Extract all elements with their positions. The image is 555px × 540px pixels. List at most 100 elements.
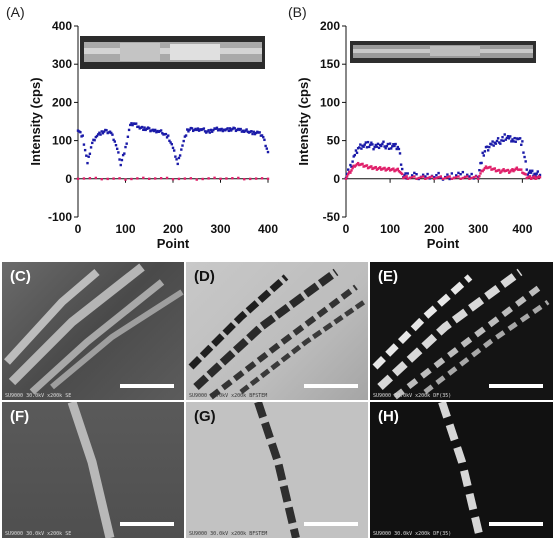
chart-b-y-tick-label: 50 <box>327 134 341 148</box>
chart-b-series-1-point <box>351 166 354 170</box>
chart-b-series-0-point <box>448 177 451 181</box>
chart-a-series-0-point <box>178 154 182 157</box>
chart-b-series-0-point <box>500 139 503 142</box>
scale-bar-g <box>304 522 358 526</box>
chart-a-x-axis-title: Point <box>157 236 190 251</box>
chart-b-series-1-point <box>419 176 423 179</box>
chart-a-series-0-point <box>91 141 94 145</box>
chart-b-series-0-point <box>507 137 511 140</box>
chart-b-series-0-point <box>415 173 418 176</box>
chart-a-series-1-point <box>165 176 169 180</box>
micrograph-c-fibers <box>4 263 184 395</box>
chart-b-series-0-point <box>432 176 436 179</box>
chart-b-series-0-point <box>485 145 489 148</box>
chart-a-series-0-point <box>209 128 213 132</box>
chart-b-series-0-point <box>404 172 407 175</box>
chart-a-series-0-point <box>161 132 164 135</box>
chart-a-y-tick-label: 0 <box>65 172 72 186</box>
chart-a-series-0-point <box>83 148 87 152</box>
chart-a-series-0-point <box>228 127 232 130</box>
chart-b-series-1-point <box>370 165 373 168</box>
chart-b-series-1-point <box>374 165 377 169</box>
chart-b-series-1-point <box>468 177 471 180</box>
chart-b-series-0-point <box>527 171 531 174</box>
chart-a-series-0-point <box>263 138 266 142</box>
chart-b-series-0-point <box>399 163 403 166</box>
chart-b-series-0-point <box>538 173 542 177</box>
chart-a-series-1-point <box>112 177 115 180</box>
chart-b-series-0-point <box>496 137 500 140</box>
chart-b-series-0-point <box>358 146 361 149</box>
chart-b-series-1-point <box>361 162 364 166</box>
scale-bar-f <box>120 522 174 526</box>
chart-b-series-1-point <box>461 176 465 180</box>
micrograph-c: (C) SU9000 30.0kV x200k SE <box>2 262 184 400</box>
chart-a-series-0-point <box>251 132 254 136</box>
chart-b-series-0-point <box>482 154 485 157</box>
chart-a-series-0-point <box>239 127 242 131</box>
chart-a-series-0-point <box>159 129 163 132</box>
micrograph-d: (D) SU9000 30.0kV x200k BFSTEM <box>186 262 368 400</box>
chart-b-series-1-point <box>472 176 476 179</box>
panel-label-g: (G) <box>194 408 216 425</box>
chart-b-series-0-point <box>381 142 384 146</box>
chart-b-series-1-point <box>459 177 462 180</box>
chart-b-series-0-point <box>439 176 442 180</box>
chart-b-series-0-point <box>373 145 376 149</box>
chart-b-series-1-point <box>439 175 442 178</box>
chart-a-series-0-point <box>140 125 144 129</box>
chart-b-series-0-point <box>522 151 525 154</box>
chart-a-series-0-point <box>120 158 124 162</box>
chart-b-series-1-point <box>498 168 501 172</box>
chart-b-series-0-point <box>535 172 538 175</box>
chart-b-series-0-point <box>435 173 438 177</box>
chart-b-series-0-point <box>509 135 512 138</box>
chart-b-series-1-point <box>446 176 449 179</box>
chart-b-series-0-point <box>360 147 363 150</box>
chart-b-y-tick-label: 150 <box>320 57 340 71</box>
footer-d: SU9000 30.0kV x200k BFSTEM <box>189 393 268 399</box>
chart-a-series-0-point <box>98 131 101 134</box>
chart-a-series-0-point <box>167 134 170 137</box>
chart-b-series-0-point <box>523 155 526 159</box>
chart-a-series-0-point <box>266 150 270 154</box>
chart-b-series-1-point <box>444 176 447 180</box>
chart-a-series-0-point <box>96 133 100 136</box>
chart-b-series-0-point <box>437 171 440 175</box>
chart-a-series-0-point <box>208 131 212 134</box>
chart-b-series-1-point <box>520 168 523 171</box>
chart-a-x-tick-label: 200 <box>163 222 183 236</box>
chart-a-series-0-point <box>129 123 132 127</box>
chart-a-series-0-point <box>108 130 112 133</box>
chart-b-series-0-point <box>369 143 372 147</box>
chart-b-series-0-point <box>406 172 409 175</box>
chart-a-series-0-point <box>227 129 231 133</box>
chart-a-series-1-point <box>183 177 187 180</box>
chart-a-series-0-point <box>117 151 120 154</box>
chart-a-series-0-point <box>169 141 172 144</box>
chart-a-series-0-point <box>262 135 265 139</box>
chart-b-series-0-point <box>486 149 490 152</box>
chart-b-series-0-point <box>512 140 515 143</box>
scale-bar-e <box>489 384 543 388</box>
chart-a-series-0-point <box>252 130 255 134</box>
chart-b-series-0-point <box>450 172 454 175</box>
chart-b-series-1-point <box>489 165 492 169</box>
chart-b-inset-image <box>350 41 536 63</box>
chart-b-series-0-point <box>424 175 427 178</box>
chart-a-series-0-point <box>215 126 219 130</box>
chart-b-series-1-point <box>428 176 431 179</box>
chart-b-series-0-point <box>347 168 350 171</box>
chart-a-series-0-point <box>148 127 151 130</box>
chart-a-series-1-point <box>225 177 228 180</box>
chart-a-series-0-point <box>233 127 236 130</box>
chart-b-series-1-point <box>432 177 436 180</box>
chart-b-series-0-point <box>397 147 401 151</box>
chart-a-series-1-point <box>266 177 270 180</box>
chart-a-x-tick-label: 300 <box>210 222 230 236</box>
chart-a-series-1-point <box>94 176 98 180</box>
chart-b-series-1-point <box>424 177 427 180</box>
chart-b-series-0-point <box>468 175 471 178</box>
chart-b-series-1-point <box>344 177 348 180</box>
chart-b-series-0-point <box>528 169 532 172</box>
